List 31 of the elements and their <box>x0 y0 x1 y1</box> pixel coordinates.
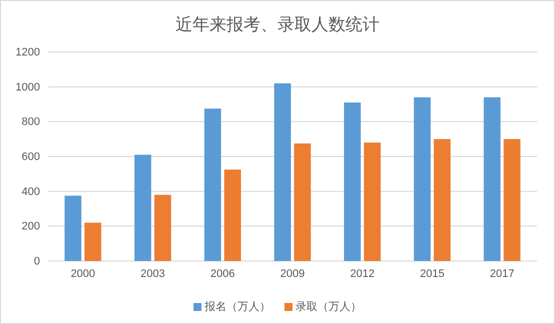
chart-title: 近年来报考、录取人数统计 <box>176 15 380 35</box>
bar <box>204 108 222 261</box>
y-tick-label: 1200 <box>16 46 40 59</box>
bar <box>484 97 500 261</box>
bar <box>64 196 82 261</box>
bar <box>154 194 172 261</box>
y-tick-label: 400 <box>22 186 40 198</box>
y-tick-label: 1000 <box>16 81 40 94</box>
bar <box>84 222 102 261</box>
bar <box>344 102 361 261</box>
y-tick-label: 800 <box>22 116 40 128</box>
bar <box>224 170 241 261</box>
legend-label: 录取（万人） <box>296 300 362 313</box>
x-tick-label: 2015 <box>420 268 444 280</box>
y-tick-label: 200 <box>22 220 40 233</box>
y-tick-label: 0 <box>34 256 40 268</box>
bar <box>414 97 431 261</box>
x-tick-label: 2009 <box>280 268 305 280</box>
bar <box>504 139 520 261</box>
bar <box>364 142 381 261</box>
bar <box>274 83 291 261</box>
x-tick-label: 2000 <box>70 268 96 280</box>
x-tick-label: 2006 <box>210 268 235 280</box>
bar <box>134 154 152 261</box>
legend-label: 报名（万人） <box>204 300 270 313</box>
bar <box>434 139 451 261</box>
x-tick-label: 2017 <box>490 268 514 280</box>
x-tick-label: 2003 <box>140 268 166 280</box>
x-tick-label: 2012 <box>350 268 375 280</box>
bar <box>294 143 311 261</box>
y-tick-label: 600 <box>22 151 40 164</box>
